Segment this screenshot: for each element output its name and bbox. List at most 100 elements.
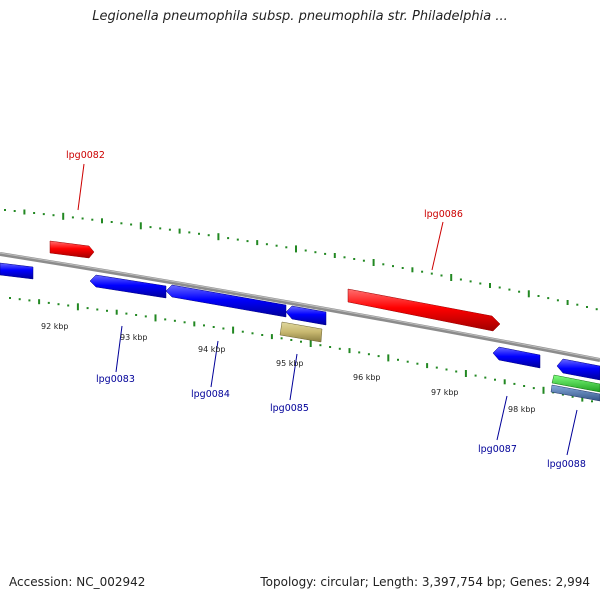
gene-lpg0086[interactable]: [347, 288, 501, 332]
tick-mark: [81, 217, 84, 220]
tick-mark: [406, 360, 409, 363]
leader-lpg0084: [210, 340, 219, 388]
tick-mark: [265, 243, 268, 246]
tick-mark: [561, 393, 564, 396]
gene-label-lpg0088[interactable]: lpg0088: [547, 459, 586, 470]
tick-mark: [324, 252, 327, 255]
outer-tick-ring: [4, 209, 598, 311]
tick-mark: [261, 334, 264, 336]
tick-mark: [71, 216, 74, 219]
tick-mark: [164, 318, 167, 321]
map-title: Legionella pneumophila subsp. pneumophil…: [92, 9, 508, 24]
gene-label-lpg0086[interactable]: lpg0086: [424, 209, 463, 220]
tick-mark: [57, 303, 60, 306]
tick-mark: [256, 240, 259, 246]
tick-mark: [450, 274, 453, 281]
tick-mark: [222, 327, 225, 330]
tick-mark: [372, 259, 375, 266]
gene-label-lpg0084[interactable]: lpg0084: [191, 389, 230, 400]
tick-mark: [62, 212, 65, 220]
tick-mark: [508, 288, 511, 291]
tick-mark: [241, 330, 244, 333]
tick-mark: [115, 309, 118, 315]
tick-mark: [47, 301, 50, 304]
tick-mark: [377, 355, 380, 358]
tick-mark: [280, 337, 283, 340]
feature-khaki[interactable]: [279, 321, 323, 343]
tick-mark: [295, 245, 297, 253]
tick-mark: [459, 278, 462, 281]
tick-mark: [139, 222, 142, 230]
leader-lpg0083: [115, 325, 123, 373]
tick-mark: [362, 259, 365, 262]
gene-label-lpg0087[interactable]: lpg0087: [478, 444, 517, 455]
kbp-label: 95 kbp: [276, 359, 304, 368]
tick-mark: [556, 299, 559, 302]
tick-mark: [513, 382, 516, 385]
gene-lpg0082[interactable]: [49, 240, 95, 259]
tick-mark: [523, 385, 526, 387]
tick-mark: [183, 321, 186, 324]
tick-mark: [130, 223, 133, 226]
gene-lpg0084[interactable]: [165, 284, 287, 318]
gene-lpg0085-blue[interactable]: [285, 305, 327, 326]
gene-lpg0083[interactable]: [89, 274, 167, 299]
tick-mark: [440, 274, 443, 277]
tick-mark: [581, 396, 584, 402]
tick-mark: [537, 295, 540, 297]
gene-label-lpg0082[interactable]: lpg0082: [66, 150, 105, 161]
tick-mark: [353, 258, 356, 260]
tick-mark: [401, 267, 404, 269]
tick-mark: [154, 314, 157, 322]
tick-mark: [397, 358, 399, 361]
tick-mark: [203, 324, 205, 327]
tick-mark: [67, 304, 70, 307]
gene-label-lpg0083[interactable]: lpg0083: [96, 374, 135, 385]
feature-rna-green[interactable]: [551, 374, 600, 393]
tick-mark: [217, 233, 220, 241]
tick-mark: [38, 299, 41, 305]
tick-mark: [358, 351, 361, 354]
inner-tick-ring: [9, 297, 593, 403]
tick-mark: [464, 370, 467, 377]
tick-mark: [430, 272, 433, 275]
leader-lpg0085: [289, 353, 298, 401]
tick-mark: [13, 210, 16, 212]
leader-lpg0088: [566, 409, 578, 456]
tick-mark: [479, 282, 482, 285]
tick-mark: [595, 308, 598, 311]
tick-mark: [348, 348, 351, 354]
tick-mark: [314, 251, 317, 254]
tick-mark: [532, 387, 535, 390]
tick-mark: [300, 340, 302, 343]
kbp-label: 93 kbp: [120, 333, 148, 342]
gene-lpg0087[interactable]: [492, 346, 541, 369]
tick-mark: [86, 307, 89, 310]
tick-mark: [110, 221, 113, 223]
tick-mark: [309, 340, 312, 347]
tick-mark: [489, 283, 491, 288]
tick-mark: [498, 286, 501, 289]
tick-mark: [28, 299, 31, 302]
tick-mark: [236, 238, 239, 241]
tick-mark: [120, 222, 123, 225]
tick-mark: [91, 218, 94, 221]
tick-mark: [246, 240, 249, 243]
feature-rna-steelblue[interactable]: [550, 384, 600, 402]
tick-mark: [455, 370, 458, 373]
tick-mark: [198, 232, 200, 235]
tick-mark: [392, 265, 394, 268]
gene-lpg0088[interactable]: [556, 358, 600, 381]
tick-mark: [571, 395, 574, 398]
tick-mark: [207, 234, 210, 237]
tick-mark: [542, 386, 545, 394]
gene-lpg0081[interactable]: [0, 262, 34, 280]
tick-mark: [290, 339, 293, 341]
genome-backbone: [0, 252, 600, 362]
tick-mark: [168, 228, 171, 231]
tick-mark: [474, 374, 477, 377]
kbp-label: 94 kbp: [198, 345, 226, 354]
tick-mark: [304, 249, 307, 252]
gene-label-lpg0085[interactable]: lpg0085: [270, 403, 309, 414]
